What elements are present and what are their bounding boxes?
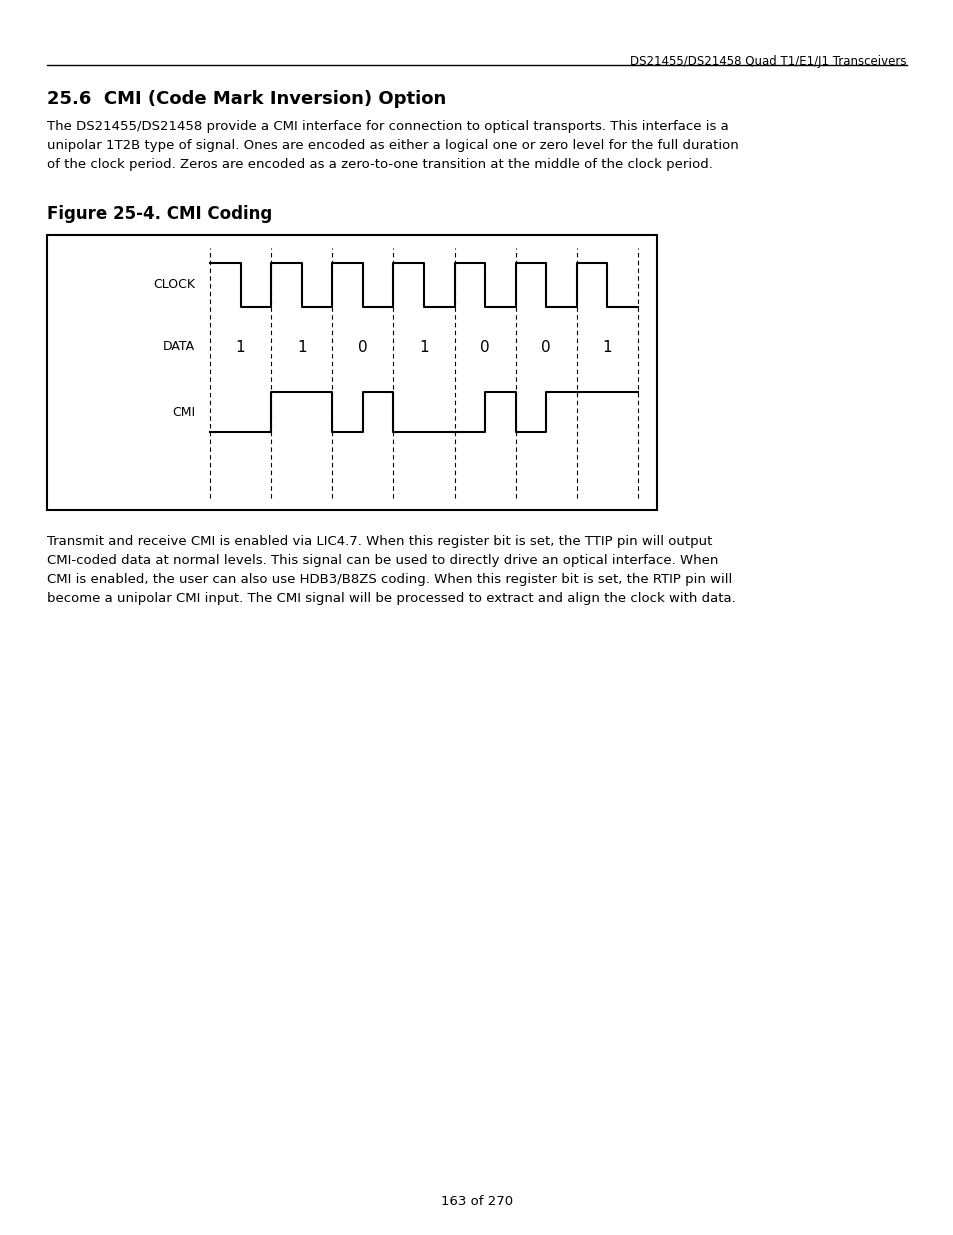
Text: CMI-coded data at normal levels. This signal can be used to directly drive an op: CMI-coded data at normal levels. This si… <box>47 555 718 567</box>
Text: 1: 1 <box>235 340 245 354</box>
Text: 1: 1 <box>296 340 306 354</box>
Text: 0: 0 <box>357 340 367 354</box>
Text: CMI: CMI <box>172 405 194 419</box>
Text: 0: 0 <box>541 340 551 354</box>
Text: 1: 1 <box>418 340 428 354</box>
Text: of the clock period. Zeros are encoded as a zero-to-one transition at the middle: of the clock period. Zeros are encoded a… <box>47 158 712 170</box>
Text: CMI is enabled, the user can also use HDB3/B8ZS coding. When this register bit i: CMI is enabled, the user can also use HD… <box>47 573 732 585</box>
Text: Transmit and receive CMI is enabled via LIC4.7. When this register bit is set, t: Transmit and receive CMI is enabled via … <box>47 535 712 548</box>
Text: DS21455/DS21458 Quad T1/E1/J1 Transceivers: DS21455/DS21458 Quad T1/E1/J1 Transceive… <box>630 56 906 68</box>
Text: become a unipolar CMI input. The CMI signal will be processed to extract and ali: become a unipolar CMI input. The CMI sig… <box>47 592 735 605</box>
Bar <box>47 235 657 510</box>
Text: 1: 1 <box>602 340 612 354</box>
Text: 0: 0 <box>479 340 490 354</box>
Text: The DS21455/DS21458 provide a CMI interface for connection to optical transports: The DS21455/DS21458 provide a CMI interf… <box>47 120 728 133</box>
Text: Figure 25-4. CMI Coding: Figure 25-4. CMI Coding <box>47 205 272 224</box>
Text: unipolar 1T2B type of signal. Ones are encoded as either a logical one or zero l: unipolar 1T2B type of signal. Ones are e… <box>47 140 738 152</box>
Text: 25.6  CMI (Code Mark Inversion) Option: 25.6 CMI (Code Mark Inversion) Option <box>47 90 446 107</box>
Text: CLOCK: CLOCK <box>152 279 194 291</box>
Text: 163 of 270: 163 of 270 <box>440 1195 513 1208</box>
Text: DATA: DATA <box>163 341 194 353</box>
